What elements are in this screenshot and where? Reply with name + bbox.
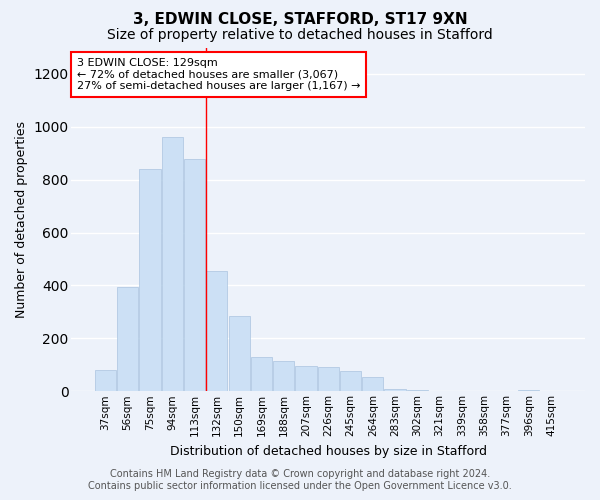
Bar xyxy=(295,366,317,392)
Y-axis label: Number of detached properties: Number of detached properties xyxy=(15,121,28,318)
Bar xyxy=(518,390,539,392)
Bar xyxy=(385,388,406,392)
Bar xyxy=(229,316,250,392)
Text: 3 EDWIN CLOSE: 129sqm
← 72% of detached houses are smaller (3,067)
27% of semi-d: 3 EDWIN CLOSE: 129sqm ← 72% of detached … xyxy=(77,58,360,91)
Text: Size of property relative to detached houses in Stafford: Size of property relative to detached ho… xyxy=(107,28,493,42)
Bar xyxy=(184,158,205,392)
Bar xyxy=(206,271,227,392)
Bar xyxy=(139,169,161,392)
Bar xyxy=(251,357,272,392)
Bar xyxy=(317,368,339,392)
Text: Contains HM Land Registry data © Crown copyright and database right 2024.
Contai: Contains HM Land Registry data © Crown c… xyxy=(88,470,512,491)
Bar xyxy=(161,138,183,392)
Bar xyxy=(340,372,361,392)
X-axis label: Distribution of detached houses by size in Stafford: Distribution of detached houses by size … xyxy=(170,444,487,458)
Bar xyxy=(429,390,450,392)
Text: 3, EDWIN CLOSE, STAFFORD, ST17 9XN: 3, EDWIN CLOSE, STAFFORD, ST17 9XN xyxy=(133,12,467,28)
Bar xyxy=(95,370,116,392)
Bar xyxy=(273,361,294,392)
Bar xyxy=(117,287,138,392)
Bar xyxy=(362,376,383,392)
Bar xyxy=(407,390,428,392)
